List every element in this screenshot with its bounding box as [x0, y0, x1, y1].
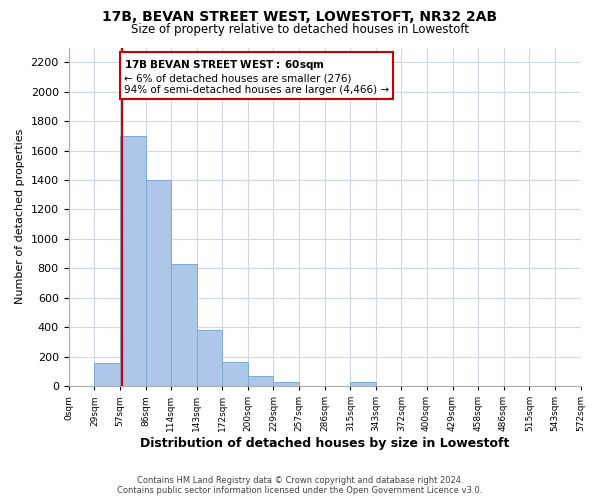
- Text: Contains HM Land Registry data © Crown copyright and database right 2024.
Contai: Contains HM Land Registry data © Crown c…: [118, 476, 482, 495]
- Bar: [94, 363, 119, 386]
- X-axis label: Distribution of detached houses by size in Lowestoft: Distribution of detached houses by size …: [140, 437, 509, 450]
- Y-axis label: Number of detached properties: Number of detached properties: [15, 129, 25, 304]
- Bar: [350, 382, 376, 386]
- Bar: [223, 362, 248, 386]
- Text: $\mathbf{17B\ BEVAN\ STREET\ WEST:\ 60sqm}$
← 6% of detached houses are smaller : $\mathbf{17B\ BEVAN\ STREET\ WEST:\ 60sq…: [124, 58, 389, 95]
- Bar: [248, 376, 274, 386]
- Text: 17B, BEVAN STREET WEST, LOWESTOFT, NR32 2AB: 17B, BEVAN STREET WEST, LOWESTOFT, NR32 …: [103, 10, 497, 24]
- Bar: [146, 180, 170, 386]
- Bar: [170, 264, 197, 386]
- Text: Size of property relative to detached houses in Lowestoft: Size of property relative to detached ho…: [131, 22, 469, 36]
- Bar: [119, 136, 146, 386]
- Bar: [197, 330, 223, 386]
- Bar: [274, 382, 299, 386]
